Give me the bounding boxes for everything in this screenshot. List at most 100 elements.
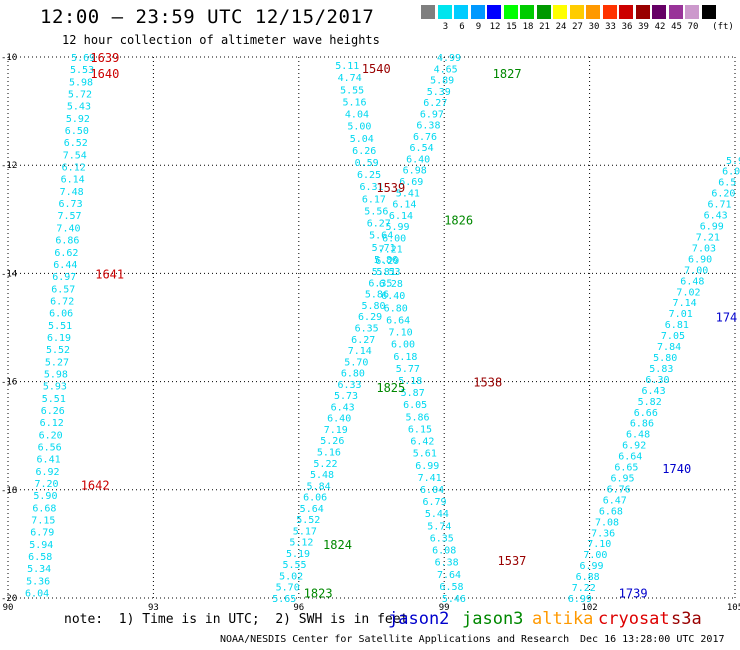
wave-height-value: 6.14 [61, 175, 85, 186]
wave-height-value: 5.61 [413, 449, 437, 460]
wave-height-value: 7.14 [348, 346, 372, 357]
legend-swatch [503, 5, 519, 19]
legend-swatch [454, 5, 469, 19]
wave-height-value: 5.52 [296, 515, 320, 526]
wave-height-value: 5.02 [279, 571, 303, 582]
wave-height-value: 6.00 [391, 340, 415, 351]
wave-height-value: 6.12 [62, 163, 86, 174]
wave-height-value: 6.43 [331, 402, 355, 413]
legend-swatch-label: 15 [506, 22, 517, 32]
wave-height-value: 6.43 [704, 211, 728, 222]
wave-height-value: 6.99 [700, 222, 724, 233]
pass-time-label: 1639 [90, 51, 119, 65]
wave-height-value: 5.84 [307, 481, 331, 492]
pass-time-label: 1539 [376, 181, 405, 195]
wave-height-value: 6.98 [403, 166, 427, 177]
satellite-name-cryosat: cryosat [598, 609, 670, 629]
wave-height-value: 6.99 [415, 461, 439, 472]
wave-height-value: 6.71 [707, 200, 731, 211]
wave-height-value: 6.92 [35, 467, 59, 478]
wave-height-value: 4.99 [437, 53, 461, 64]
legend-swatch-label: 6 [459, 22, 465, 32]
wave-height-value: 6.25 [357, 170, 381, 181]
wave-height-value: 6.90 [688, 254, 712, 265]
lon-tick-label: 99 [439, 603, 450, 613]
wave-height-value: 7.36 [591, 528, 615, 539]
wave-height-value: 6.68 [32, 503, 56, 514]
figure-title: 12:00 – 23:59 UTC 12/15/2017 [40, 6, 375, 28]
wave-height-value: 7.54 [63, 150, 87, 161]
legend-swatch-label: 21 [539, 22, 550, 32]
wave-height-value: 7.40 [56, 223, 80, 234]
wave-height-value: 6.08 [432, 546, 456, 557]
legend-swatch-label: 42 [654, 22, 666, 32]
wave-height-value: 5.80 [361, 301, 385, 312]
wave-height-value: 7.15 [31, 516, 55, 527]
wave-height-value: 6.86 [55, 236, 79, 247]
wave-height-value: 6.20 [39, 430, 63, 441]
wave-height-value: 6.56 [38, 443, 62, 454]
wave-height-value: 6.31 [359, 182, 383, 193]
wave-height-value: 7.19 [324, 425, 348, 436]
wave-height-value: 6.35 [368, 278, 392, 289]
wave-height-value: 5.69 [71, 53, 95, 64]
wave-height-value: 6.64 [618, 452, 642, 463]
wave-height-value: 5.16 [317, 447, 341, 458]
legend-swatch-label: 39 [638, 22, 649, 32]
wave-height-value: 5.92 [66, 114, 90, 125]
legend-swatch-label: 18 [522, 22, 534, 32]
wave-height-value: 6.44 [53, 260, 77, 271]
wave-height-value: 6.29 [375, 256, 399, 267]
wave-height-value: 5.18 [398, 376, 422, 387]
legend-swatch [685, 5, 700, 19]
wave-height-value: 5.22 [313, 459, 337, 470]
wave-height-value: 6.19 [47, 333, 71, 344]
legend-swatch [602, 5, 618, 19]
satellite-track: 5.114.745.555.16 4.045.005.046.260.596.25… [335, 61, 466, 605]
legend-swatch [437, 5, 453, 19]
wave-height-value: 6.40 [406, 154, 430, 165]
wave-height-value: 6.88 [576, 572, 600, 583]
wave-height-value: 5.27 [45, 357, 69, 368]
wave-height-value: 6.76 [607, 484, 631, 495]
wave-height-value: 6.86 [630, 419, 654, 430]
wave-height-value: 5.82 [638, 397, 662, 408]
satellite-name-s3a: s3a [671, 609, 702, 629]
legend-swatch [635, 5, 651, 19]
wave-height-value: 7.21 [696, 232, 720, 243]
wave-height-value: 6.30 [645, 375, 669, 386]
wave-height-value: 7.48 [60, 187, 84, 198]
wave-height-value: 7.14 [673, 298, 697, 309]
lat-tick-label: -18 [1, 486, 17, 496]
wave-height-value: 5.51 [42, 394, 66, 405]
wave-height-value: 5.04 [350, 134, 374, 145]
wave-height-value: 5.64 [300, 504, 324, 515]
wave-height-value: 5.98 [44, 369, 68, 380]
wave-height-value: 5.73 [334, 391, 358, 402]
wave-height-value: 6.18 [393, 352, 417, 363]
legend-swatch-label: 27 [572, 22, 583, 32]
wave-height-value: 5.46 [442, 594, 466, 605]
wave-height-value: 6.79 [30, 528, 54, 539]
wave-height-value: 6.58 [439, 582, 463, 593]
wave-height-value: 6.65 [614, 463, 638, 474]
wave-height-value: 6.80 [341, 369, 365, 380]
satellite-name-altika: altika [532, 609, 594, 629]
wave-height-value: 5.12 [289, 538, 313, 549]
wave-height-value: 5.56 [364, 206, 388, 217]
wave-height-value: 5.39 [427, 87, 451, 98]
wave-height-value: 5.93 [43, 382, 67, 393]
wave-height-value: 6.58 [28, 552, 52, 563]
pass-time-label: 1641 [95, 267, 124, 281]
lat-tick-label: -20 [1, 594, 17, 604]
wave-height-value: 6.27 [367, 219, 391, 230]
satellite-track: 5.695.535.985.725.435.926.506.527.546.12… [25, 53, 95, 600]
legend-swatch-label: 12 [489, 22, 501, 32]
wave-height-value: 5.16 [342, 97, 366, 108]
color-scale-legend: 3 6 9 12 15 18 21 24 27 30 33 36 39 42 45 70 (ft) [421, 5, 734, 33]
pass-time-label: 1640 [90, 67, 119, 81]
wave-height-value: 5.9 [726, 156, 740, 167]
wave-height-value: 6.06 [303, 493, 327, 504]
wave-height-value: 6.38 [435, 558, 459, 569]
